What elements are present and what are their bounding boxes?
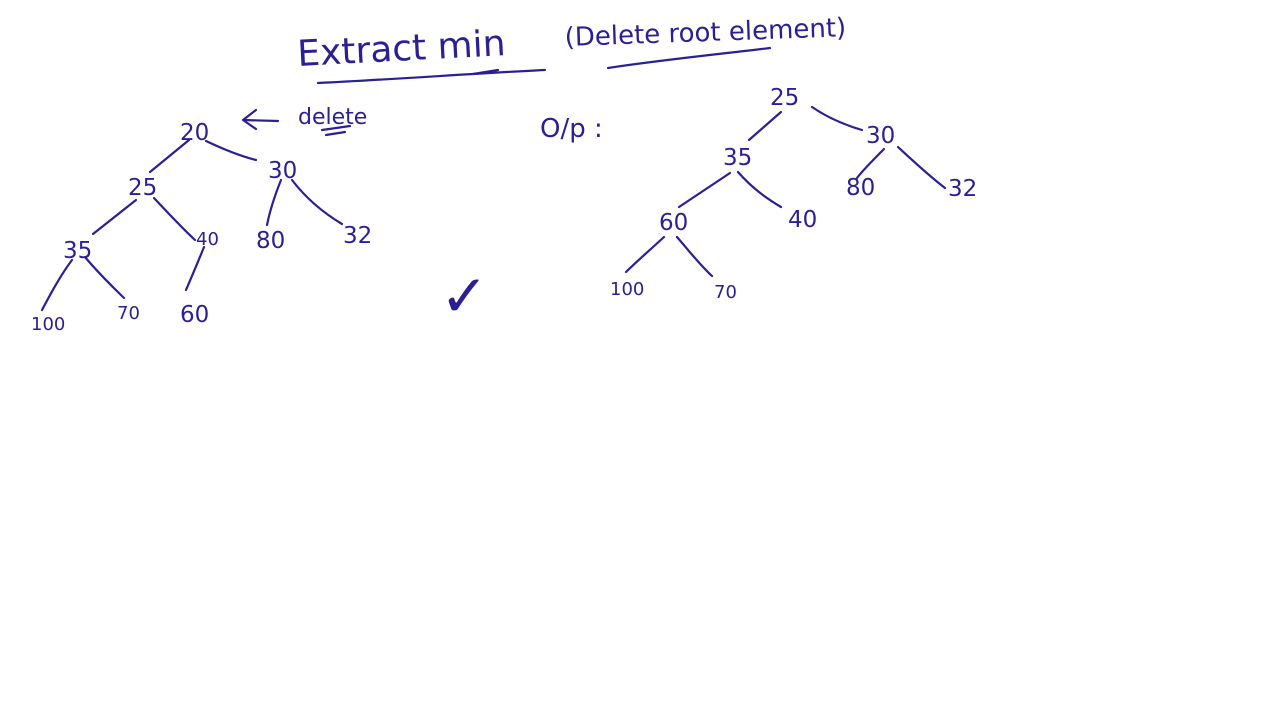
output-node-40: 40: [788, 207, 817, 233]
output-node-60: 60: [659, 210, 688, 236]
input-edge-35-70: [83, 255, 126, 300]
output-node-100: 100: [610, 279, 644, 300]
output-node-25: 25: [770, 85, 799, 111]
delete-arrow: [241, 108, 280, 131]
input-edge-30-80: [265, 178, 283, 227]
input-node-80: 80: [256, 228, 285, 254]
diagram-subtitle: (Delete root element): [564, 13, 846, 53]
input-edge-20-25: [148, 138, 191, 174]
input-node-60: 60: [180, 302, 209, 328]
output-edge-60-70: [675, 235, 714, 278]
title-underline-short: [471, 68, 500, 76]
output-edge-30-32: [896, 145, 947, 190]
input-edge-35-100: [40, 258, 74, 312]
input-edge-25-35: [91, 198, 138, 236]
delete-note: delete: [298, 105, 367, 130]
output-edge-25-35: [747, 110, 783, 142]
output-node-70: 70: [714, 282, 737, 303]
check-mark: ✓: [440, 262, 489, 330]
output-node-80: 80: [846, 175, 875, 201]
diagram-title: Extract min: [296, 23, 506, 75]
output-edge-30-80: [855, 147, 886, 180]
subtitle-underline: [606, 46, 772, 70]
output-edge-60-100: [624, 235, 666, 274]
input-edge-25-40: [152, 196, 197, 242]
output-node-35: 35: [723, 145, 752, 171]
output-edge-35-60: [677, 171, 732, 209]
output-edge-25-30: [810, 105, 864, 132]
output-node-32: 32: [948, 176, 977, 202]
title-underline: [316, 68, 547, 85]
input-node-40: 40: [196, 229, 219, 250]
output-edge-35-40: [736, 170, 783, 209]
input-edge-40-60: [184, 245, 206, 292]
input-node-25: 25: [128, 175, 157, 201]
input-node-20: 20: [180, 120, 209, 146]
input-node-100: 100: [31, 314, 65, 335]
output-node-30: 30: [866, 123, 895, 149]
input-edge-20-30: [204, 139, 258, 162]
output-label: O/p :: [540, 114, 603, 144]
input-node-32: 32: [343, 223, 372, 249]
input-edge-30-32: [290, 178, 344, 226]
delete-underline: [320, 124, 352, 137]
input-node-70: 70: [117, 303, 140, 324]
